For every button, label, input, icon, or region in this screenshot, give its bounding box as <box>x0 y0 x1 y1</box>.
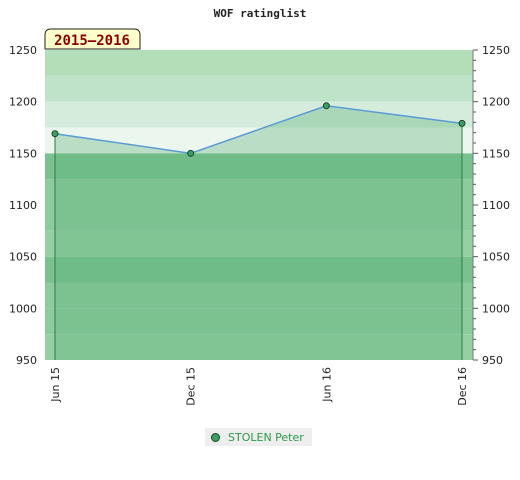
series-area-fill <box>55 105 462 360</box>
x-tick-label: Jun 16 <box>320 367 333 403</box>
y-tick-label-right: 1000 <box>482 302 510 315</box>
y-tick-label-left: 1050 <box>9 251 37 264</box>
series-line <box>54 105 463 155</box>
x-tick-label: Dec 15 <box>185 367 198 406</box>
y-tick-label-left: 1200 <box>9 96 37 109</box>
y-tick-label-right: 1150 <box>482 147 510 160</box>
series-area <box>55 105 462 360</box>
plot-bands <box>45 50 473 360</box>
y-tick-label-right: 950 <box>482 354 503 367</box>
x-tick-label: Dec 16 <box>456 367 469 406</box>
plot-band <box>45 75 473 102</box>
y-tick-label-left: 1000 <box>9 302 37 315</box>
y-tick-label-right: 1200 <box>482 96 510 109</box>
plot-band <box>45 179 473 205</box>
season-label-text: 2015–2016 <box>54 33 130 49</box>
drop-lines <box>54 123 463 360</box>
plot-band <box>45 101 473 128</box>
data-point <box>322 102 330 110</box>
plot-band <box>45 334 473 360</box>
axes: 950 950 1000 1000 1050 1050 1100 1100 1150 1150 12… <box>9 44 510 406</box>
y-tick-label-left: 1100 <box>9 199 37 212</box>
x-tick-label: Jun 15 <box>49 367 62 403</box>
y-tick-label-right: 1100 <box>482 199 510 212</box>
y-tick-label-right: 1250 <box>482 44 510 57</box>
plot-band <box>45 50 473 76</box>
plot-band <box>45 127 473 154</box>
plot-band <box>45 153 473 180</box>
legend-marker-icon <box>211 432 220 442</box>
data-point <box>458 119 466 127</box>
season-label: 2015–2016 <box>44 28 141 50</box>
chart-title: WOF ratinglist <box>214 7 307 20</box>
plot-band <box>45 205 473 231</box>
series-points <box>51 102 466 157</box>
legend-label: STOLEN Peter <box>228 430 304 444</box>
plot-band <box>45 230 473 257</box>
plot-band <box>45 308 473 335</box>
plot-band <box>45 256 473 283</box>
y-tick-label-left: 950 <box>16 354 37 367</box>
series-line-path <box>54 105 463 155</box>
y-tick-label-right: 1050 <box>482 251 510 264</box>
plot-band <box>45 282 473 309</box>
data-point <box>51 130 59 138</box>
legend: STOLEN Peter <box>205 428 312 446</box>
y-tick-label-left: 1150 <box>9 147 37 160</box>
data-point <box>187 149 195 157</box>
y-tick-label-left: 1250 <box>9 44 37 57</box>
